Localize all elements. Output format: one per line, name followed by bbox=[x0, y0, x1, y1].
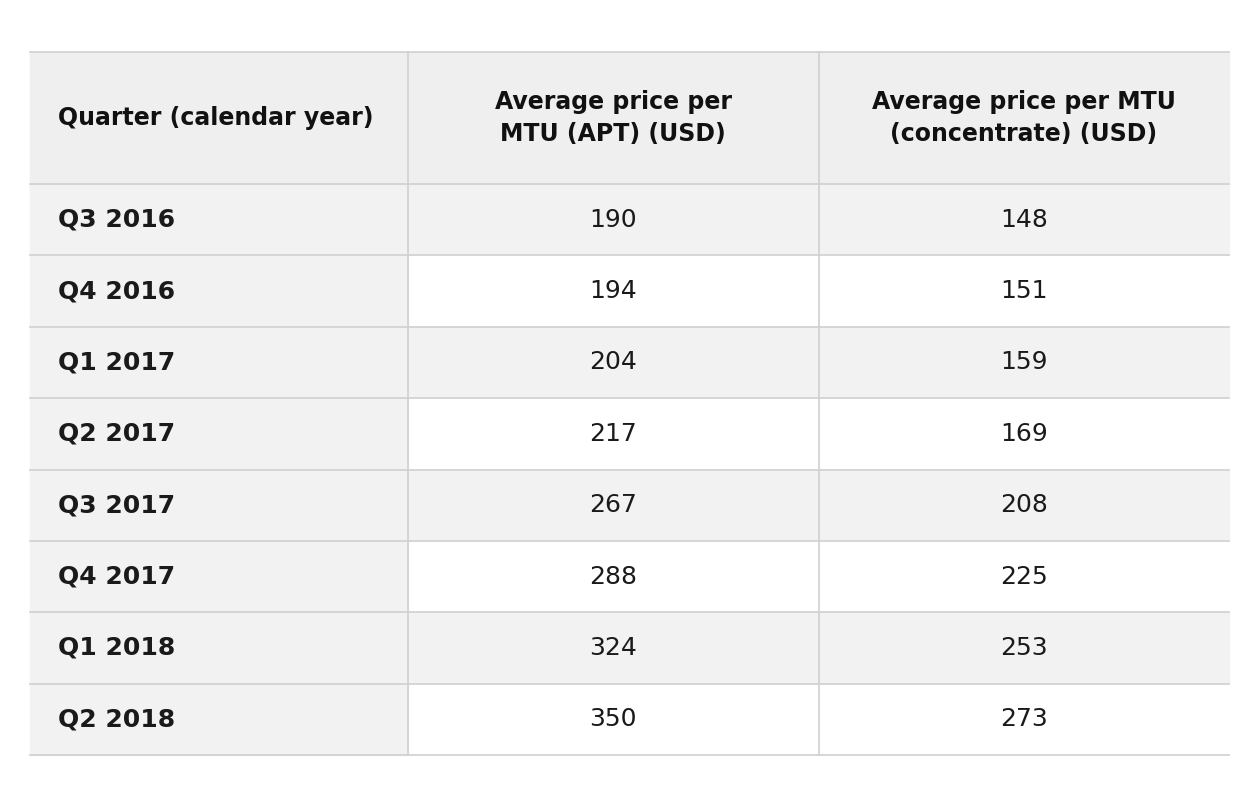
Text: 217: 217 bbox=[589, 422, 637, 446]
Bar bbox=[30, 469, 1229, 541]
Text: Q2 2017: Q2 2017 bbox=[58, 422, 175, 446]
Text: Q3 2017: Q3 2017 bbox=[58, 493, 175, 517]
Text: 350: 350 bbox=[589, 707, 637, 732]
Bar bbox=[30, 612, 1229, 683]
Bar bbox=[30, 255, 408, 327]
Bar bbox=[30, 398, 408, 469]
Text: 253: 253 bbox=[1000, 636, 1047, 660]
Text: 324: 324 bbox=[589, 636, 637, 660]
Text: Average price per
MTU (APT) (USD): Average price per MTU (APT) (USD) bbox=[495, 90, 731, 146]
Text: 151: 151 bbox=[1000, 279, 1047, 303]
Text: 208: 208 bbox=[1000, 493, 1047, 517]
Text: 190: 190 bbox=[589, 208, 637, 231]
Text: Quarter (calendar year): Quarter (calendar year) bbox=[58, 106, 374, 130]
Bar bbox=[30, 612, 408, 683]
Text: 204: 204 bbox=[589, 351, 637, 374]
Text: Q3 2016: Q3 2016 bbox=[58, 208, 175, 231]
Text: 148: 148 bbox=[1000, 208, 1047, 231]
Text: 267: 267 bbox=[589, 493, 637, 517]
Bar bbox=[30, 541, 1229, 612]
Text: 194: 194 bbox=[589, 279, 637, 303]
Bar bbox=[30, 184, 1229, 255]
Text: Q1 2017: Q1 2017 bbox=[58, 351, 175, 374]
Text: Q1 2018: Q1 2018 bbox=[58, 636, 175, 660]
Bar bbox=[30, 683, 1229, 755]
Text: 159: 159 bbox=[1000, 351, 1047, 374]
Bar bbox=[30, 255, 1229, 327]
Bar bbox=[30, 327, 1229, 398]
Text: Q4 2016: Q4 2016 bbox=[58, 279, 175, 303]
Bar bbox=[30, 398, 1229, 469]
Text: Q4 2017: Q4 2017 bbox=[58, 565, 175, 589]
Text: 225: 225 bbox=[1000, 565, 1047, 589]
Bar bbox=[30, 184, 408, 255]
Text: 288: 288 bbox=[589, 565, 637, 589]
Bar bbox=[30, 52, 1229, 184]
Bar bbox=[30, 469, 408, 541]
Text: 273: 273 bbox=[1000, 707, 1047, 732]
Bar bbox=[30, 327, 408, 398]
Text: 169: 169 bbox=[1000, 422, 1047, 446]
Text: Average price per MTU
(concentrate) (USD): Average price per MTU (concentrate) (USD… bbox=[872, 90, 1176, 146]
Bar bbox=[30, 683, 408, 755]
Text: Q2 2018: Q2 2018 bbox=[58, 707, 175, 732]
Bar bbox=[30, 541, 408, 612]
